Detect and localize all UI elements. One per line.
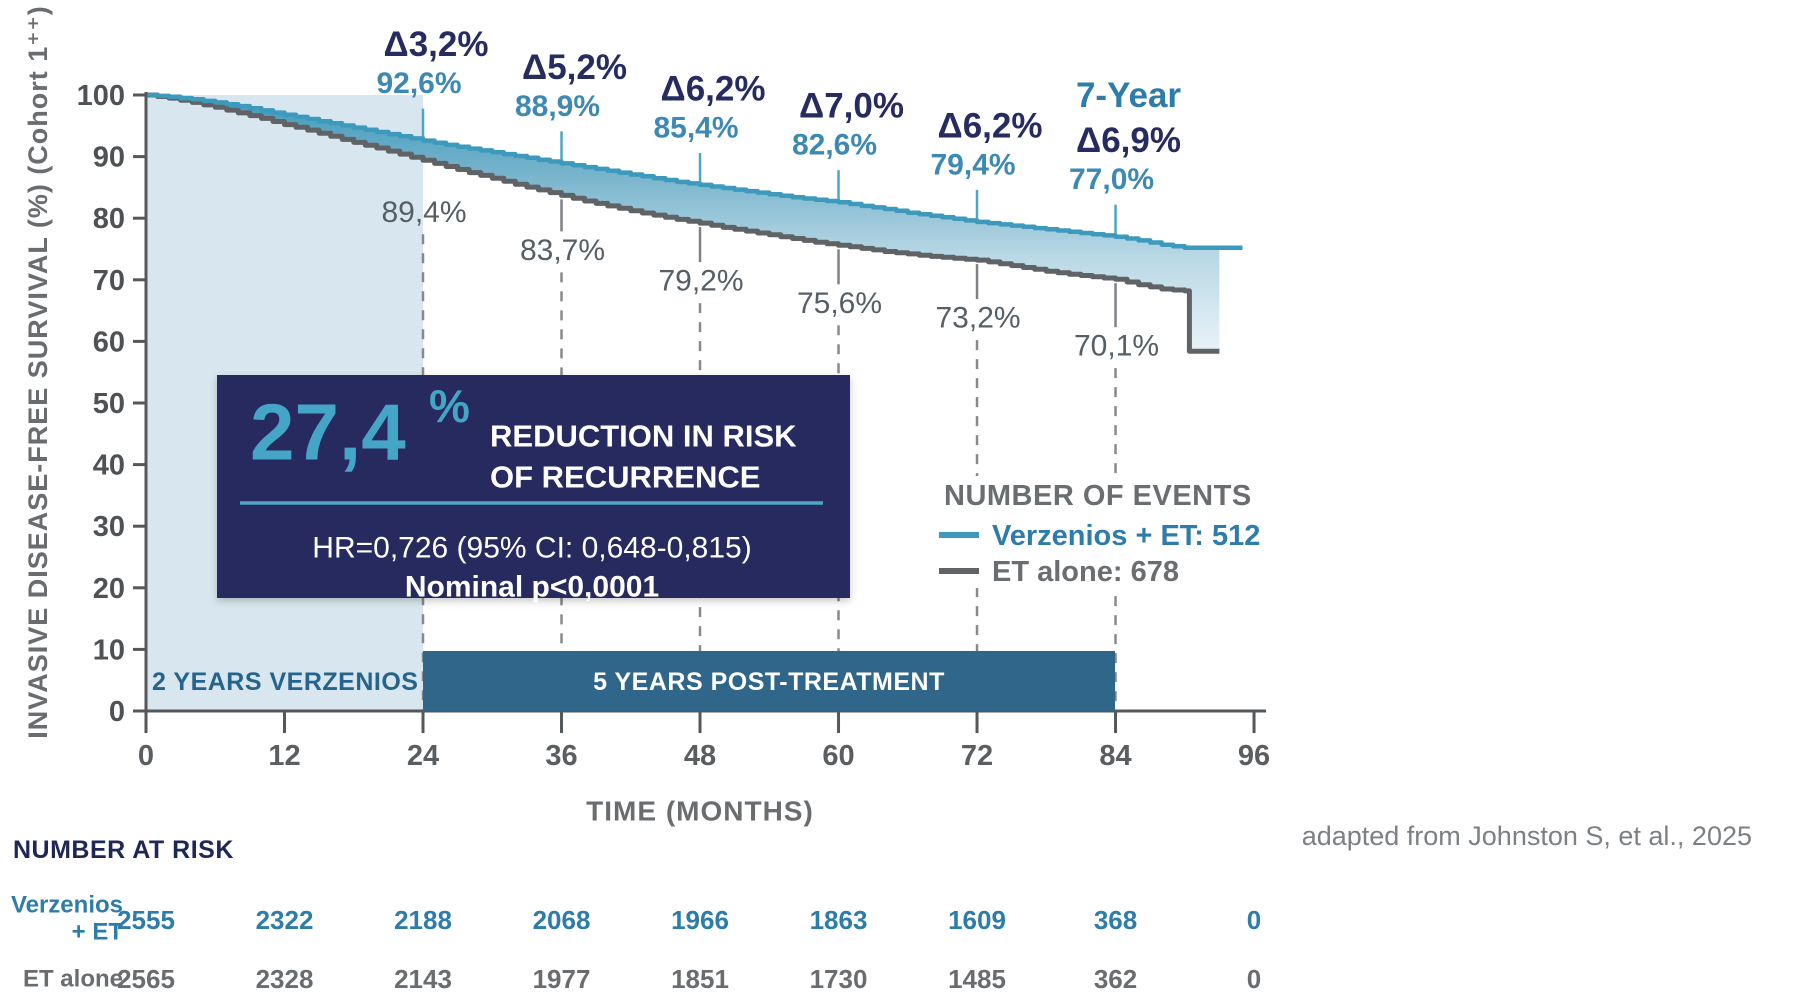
milestone-verzenios-value: 85,4% <box>653 111 738 144</box>
x-tick-label: 48 <box>684 740 716 772</box>
risk-table-values: 2555 2322 2188 2068 1966 1863 1609 368 0 2565 2328… <box>117 905 1261 994</box>
x-tick-label: 60 <box>822 740 854 772</box>
milestone-delta-label: Δ7,0% <box>799 87 904 126</box>
y-tick-label: 100 <box>77 80 125 112</box>
x-tick-label: 96 <box>1238 740 1270 772</box>
milestone-et-alone-value: 75,6% <box>797 287 882 320</box>
x-tick-label: 12 <box>268 740 300 772</box>
p-value-text: Nominal p<0,0001 <box>405 571 659 604</box>
risk-value: 368 <box>1094 905 1137 935</box>
x-axis-title: TIME (MONTHS) <box>586 796 814 827</box>
et-alone-events-label: ET alone: 678 <box>992 556 1179 588</box>
x-tick-label: 84 <box>1099 740 1131 772</box>
risk-table-title: NUMBER AT RISK <box>13 836 234 864</box>
risk-value: 1730 <box>810 964 868 994</box>
risk-reduction-callout: 27,4 % REDUCTION IN RISK OF RECURRENCE H… <box>217 375 850 604</box>
risk-row-et-alone-label: ET alone <box>23 966 123 993</box>
y-tick-label: 10 <box>93 634 125 666</box>
seven-year-label: 7-Year <box>1076 76 1181 115</box>
milestone-et-alone-value: 70,1% <box>1074 330 1159 363</box>
milestone-et-alone-value: 73,2% <box>935 302 1020 335</box>
risk-row-verzenios-label-line1: Verzenios <box>11 892 123 919</box>
risk-value: 1485 <box>948 964 1006 994</box>
y-tick-label: 60 <box>93 326 125 358</box>
y-tick-label: 90 <box>93 142 125 174</box>
risk-reduction-caption-line2: OF RECURRENCE <box>490 460 760 495</box>
number-at-risk-table: NUMBER AT RISK Verzenios + ET ET alone 2… <box>11 836 1261 994</box>
risk-reduction-percent-sign: % <box>429 380 470 432</box>
y-tick-label: 80 <box>93 203 125 235</box>
risk-reduction-caption-line1: REDUCTION IN RISK <box>490 419 797 454</box>
milestone-et-alone-value: 79,2% <box>658 265 743 298</box>
events-legend-title: NUMBER OF EVENTS <box>944 480 1252 512</box>
callout-box <box>217 375 850 598</box>
y-tick-label: 50 <box>93 388 125 420</box>
risk-value: 362 <box>1094 964 1137 994</box>
risk-reduction-value: 27,4 <box>250 388 406 477</box>
y-tick-label: 30 <box>93 511 125 543</box>
risk-value: 2188 <box>394 905 452 935</box>
risk-value: 2322 <box>256 905 314 935</box>
risk-value: 0 <box>1247 905 1261 935</box>
x-tick-label: 72 <box>961 740 993 772</box>
milestone-delta-label: Δ5,2% <box>522 48 627 87</box>
milestone-delta-label: Δ3,2% <box>384 25 489 64</box>
risk-row-verzenios-label-line2: + ET <box>72 919 124 946</box>
x-tick-label: 36 <box>545 740 577 772</box>
risk-value: 1863 <box>810 905 868 935</box>
milestone-verzenios-value: 79,4% <box>930 148 1015 181</box>
milestone-verzenios-value: 77,0% <box>1069 163 1154 196</box>
risk-value: 1966 <box>671 905 729 935</box>
y-tick-label: 40 <box>93 450 125 482</box>
risk-value: 2565 <box>117 964 175 994</box>
verzenios-et-curve <box>146 92 1243 251</box>
risk-value: 1977 <box>533 964 591 994</box>
risk-value: 2143 <box>394 964 452 994</box>
y-tick-label: 0 <box>109 696 125 728</box>
milestone-verzenios-value: 92,6% <box>376 67 461 100</box>
treatment-phase-bars: 2 YEARS VERZENIOS 5 YEARS POST-TREATMENT <box>152 651 1115 711</box>
x-tick-label: 0 <box>138 740 154 772</box>
milestone-delta-label: Δ6,9% <box>1076 121 1181 160</box>
risk-value: 2555 <box>117 905 175 935</box>
survival-curves <box>146 92 1243 354</box>
risk-value: 1609 <box>948 905 1006 935</box>
y-axis-title: INVASIVE DISEASE-FREE SURVIVAL (%) (Coho… <box>23 5 53 739</box>
events-legend: NUMBER OF EVENTS Verzenios + ET: 512 ET … <box>923 476 1260 588</box>
risk-value: 2068 <box>533 905 591 935</box>
verzenios-events-label: Verzenios + ET: 512 <box>992 520 1260 552</box>
hazard-ratio-text: HR=0,726 (95% CI: 0,648-0,815) <box>312 532 751 565</box>
milestone-et-alone-value: 83,7% <box>520 234 605 267</box>
citation-text: adapted from Johnston S, et al., 2025 <box>1302 821 1752 851</box>
milestone-annotations: Δ3,2%92,6%89,4%Δ5,2%88,9%83,7%Δ6,2%85,4%… <box>376 25 1181 363</box>
verzenios-region-label: 2 YEARS VERZENIOS <box>152 668 418 696</box>
et-alone-curve <box>146 92 1220 354</box>
risk-value: 1851 <box>671 964 729 994</box>
axis-ticks: 0 10 20 30 40 50 60 70 80 90 100 0 12 24 36 48 60 72 84 96 <box>77 80 1271 772</box>
milestone-et-alone-value: 89,4% <box>381 196 466 229</box>
milestone-delta-label: Δ6,2% <box>938 106 1043 145</box>
milestone-delta-label: Δ6,2% <box>661 69 766 108</box>
risk-value: 2328 <box>256 964 314 994</box>
x-tick-label: 24 <box>407 740 439 772</box>
post-treatment-bar <box>423 651 1115 711</box>
milestone-verzenios-value: 82,6% <box>792 129 877 162</box>
milestone-verzenios-value: 88,9% <box>515 90 600 123</box>
y-tick-label: 70 <box>93 265 125 297</box>
post-treatment-bar-label: 5 YEARS POST-TREATMENT <box>593 668 945 696</box>
y-tick-label: 20 <box>93 573 125 605</box>
risk-value: 0 <box>1247 964 1261 994</box>
